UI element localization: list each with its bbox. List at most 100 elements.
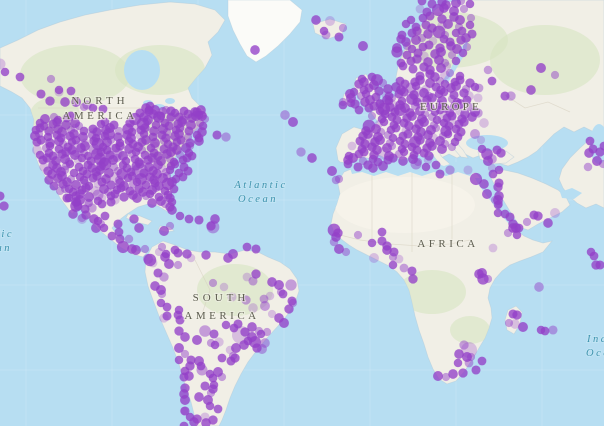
map-dot[interactable]	[182, 249, 192, 259]
map-dot[interactable]	[451, 56, 461, 66]
map-dot[interactable]	[194, 392, 204, 402]
map-dot[interactable]	[154, 247, 164, 257]
map-dot[interactable]	[383, 84, 393, 94]
map-dot[interactable]	[325, 16, 335, 26]
map-dot[interactable]	[73, 201, 83, 211]
map-dot[interactable]	[415, 4, 425, 14]
map-dot[interactable]	[438, 110, 456, 128]
map-dot[interactable]	[194, 215, 204, 225]
map-dot[interactable]	[483, 156, 493, 166]
map-dot[interactable]	[464, 358, 474, 368]
map-dot[interactable]	[54, 85, 64, 95]
map-dot[interactable]	[0, 201, 9, 211]
map-dot[interactable]	[493, 208, 503, 218]
map-dot[interactable]	[435, 105, 445, 115]
map-dot[interactable]	[66, 111, 76, 121]
map-dot[interactable]	[439, 87, 449, 97]
map-dot[interactable]	[505, 212, 515, 222]
map-dot[interactable]	[0, 67, 10, 77]
map-dot[interactable]	[55, 186, 65, 196]
map-dot[interactable]	[347, 141, 357, 151]
map-dot[interactable]	[279, 318, 289, 328]
map-dot[interactable]	[408, 274, 418, 284]
map-dot[interactable]	[466, 13, 476, 23]
map-dot[interactable]	[354, 105, 364, 115]
map-dot[interactable]	[449, 90, 459, 100]
map-dot[interactable]	[476, 135, 486, 145]
map-dot[interactable]	[210, 340, 220, 350]
map-dot[interactable]	[401, 37, 411, 47]
map-dot[interactable]	[377, 227, 387, 237]
map-dot[interactable]	[451, 0, 461, 8]
map-dot[interactable]	[64, 193, 74, 203]
map-dot[interactable]	[15, 72, 25, 82]
map-dot[interactable]	[176, 135, 186, 145]
map-dot[interactable]	[107, 231, 117, 241]
map-dot[interactable]	[106, 135, 116, 145]
map-dot[interactable]	[230, 353, 240, 363]
map-dot[interactable]	[512, 310, 522, 320]
map-dot[interactable]	[167, 177, 177, 187]
map-dot[interactable]	[60, 184, 70, 194]
map-dot[interactable]	[248, 303, 258, 313]
map-dot[interactable]	[134, 223, 144, 233]
map-dot[interactable]	[217, 353, 227, 363]
map-dot[interactable]	[388, 260, 398, 270]
map-dot[interactable]	[110, 195, 120, 205]
map-dot[interactable]	[232, 326, 250, 344]
map-dot[interactable]	[49, 181, 59, 191]
map-dot[interactable]	[411, 35, 421, 45]
map-dot[interactable]	[165, 221, 175, 231]
map-dot[interactable]	[407, 111, 417, 121]
map-dot[interactable]	[191, 111, 201, 121]
map-dot[interactable]	[329, 237, 339, 247]
map-dot[interactable]	[285, 279, 297, 291]
map-dot[interactable]	[209, 329, 219, 339]
map-dot[interactable]	[359, 147, 369, 157]
map-dot[interactable]	[466, 352, 476, 362]
map-dot[interactable]	[81, 210, 91, 220]
map-dot[interactable]	[445, 165, 455, 175]
map-dot[interactable]	[81, 183, 91, 193]
map-dot[interactable]	[296, 147, 306, 157]
map-dot[interactable]	[540, 326, 550, 336]
map-dot[interactable]	[60, 97, 70, 107]
map-dot[interactable]	[199, 325, 211, 337]
map-dot[interactable]	[62, 177, 72, 187]
map-dot[interactable]	[99, 184, 109, 194]
map-dot[interactable]	[522, 217, 532, 227]
map-dot[interactable]	[180, 332, 190, 342]
map-dot[interactable]	[169, 184, 179, 194]
map-dot[interactable]	[77, 213, 87, 223]
map-dot[interactable]	[100, 211, 110, 221]
map-dot[interactable]	[421, 162, 431, 172]
map-dot[interactable]	[196, 361, 206, 371]
map-dot[interactable]	[433, 371, 443, 381]
map-dot[interactable]	[184, 126, 194, 136]
map-dot[interactable]	[104, 144, 122, 162]
map-dot[interactable]	[338, 100, 348, 110]
map-dot[interactable]	[262, 327, 272, 337]
map-dot[interactable]	[217, 372, 227, 382]
map-dot[interactable]	[186, 253, 196, 263]
map-dot[interactable]	[418, 13, 428, 23]
map-dot[interactable]	[141, 135, 151, 145]
map-dot[interactable]	[382, 245, 392, 255]
map-dot[interactable]	[287, 296, 297, 306]
map-dot[interactable]	[533, 211, 543, 221]
map-dot[interactable]	[488, 243, 498, 253]
map-dot[interactable]	[415, 135, 425, 145]
map-dot[interactable]	[178, 172, 188, 182]
map-dot[interactable]	[435, 169, 445, 179]
map-dot[interactable]	[387, 141, 397, 151]
map-dot[interactable]	[512, 230, 522, 240]
map-dot[interactable]	[443, 19, 453, 29]
map-dot[interactable]	[140, 244, 150, 254]
map-dot[interactable]	[182, 153, 192, 163]
map-dot[interactable]	[419, 117, 429, 127]
map-dot[interactable]	[260, 301, 270, 311]
map-dot[interactable]	[184, 214, 194, 224]
map-dot[interactable]	[256, 329, 266, 339]
map-dot[interactable]	[378, 98, 398, 118]
map-dot[interactable]	[455, 99, 465, 109]
